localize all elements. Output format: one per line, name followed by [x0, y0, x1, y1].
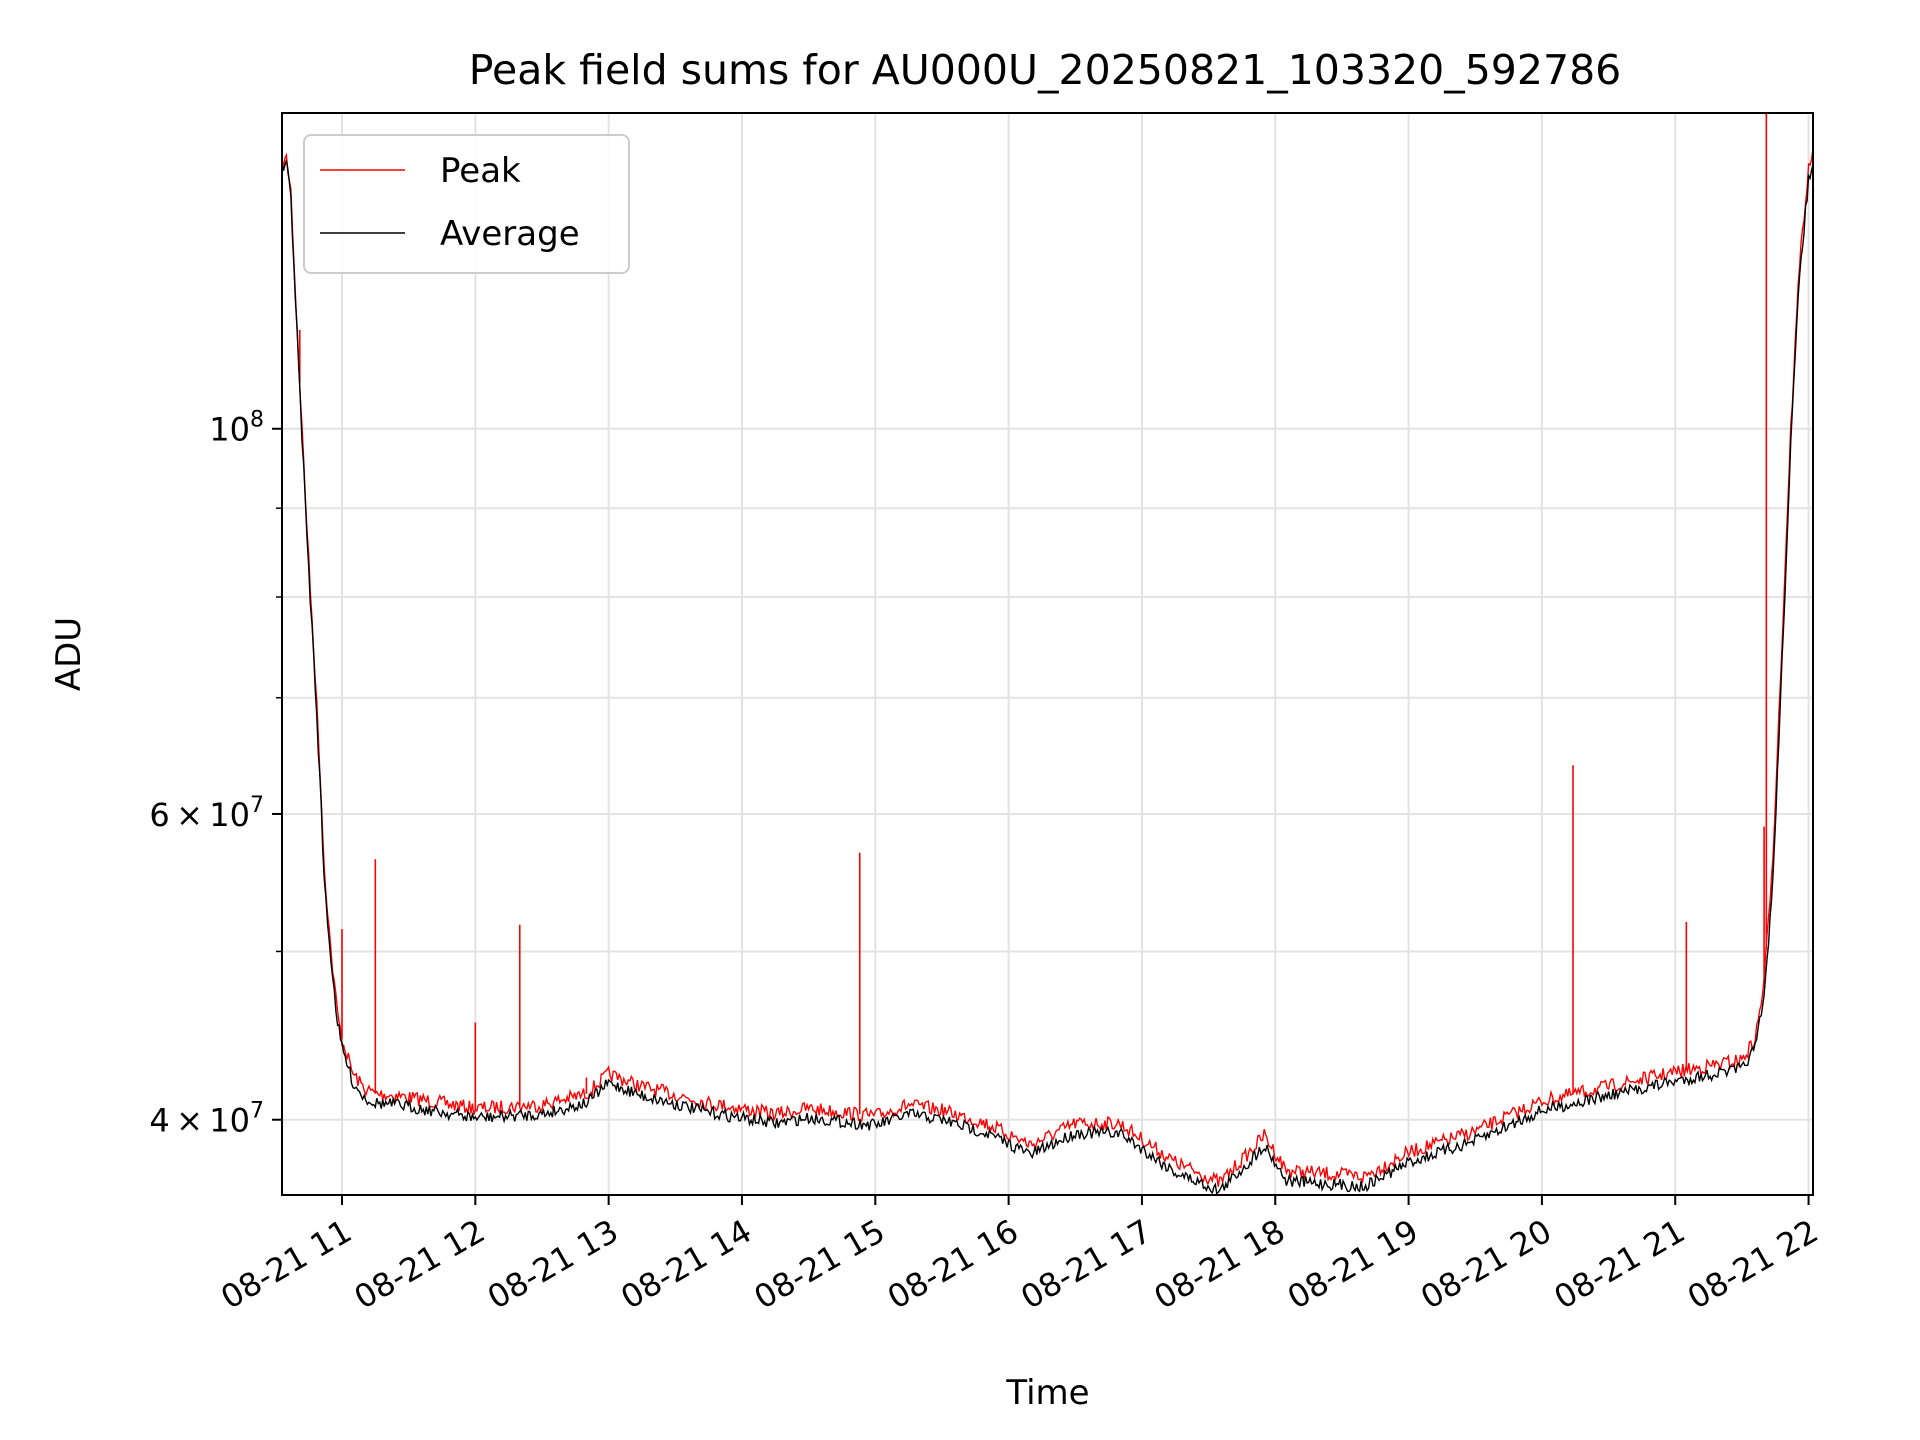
gridlines: [282, 113, 1813, 1195]
x-axis-label: Time: [1005, 1373, 1089, 1413]
legend: Peak Average: [303, 134, 630, 274]
series-average-line: [282, 160, 1813, 1195]
legend-label-average: Average: [440, 214, 580, 254]
y-tick-label: 6 × 107: [149, 793, 264, 834]
y-tick-label: 4 × 107: [149, 1099, 264, 1140]
chart-title: Peak field sums for AU000U_20250821_1033…: [469, 46, 1622, 94]
legend-label-peak: Peak: [440, 151, 521, 191]
y-axis: 4 × 107 6 × 107 108: [149, 408, 282, 1140]
y-axis-label: ADU: [49, 617, 89, 691]
y-tick-label: 108: [209, 408, 264, 449]
plot-series: [282, 113, 1813, 1195]
plot-frame: [281, 112, 1814, 1196]
